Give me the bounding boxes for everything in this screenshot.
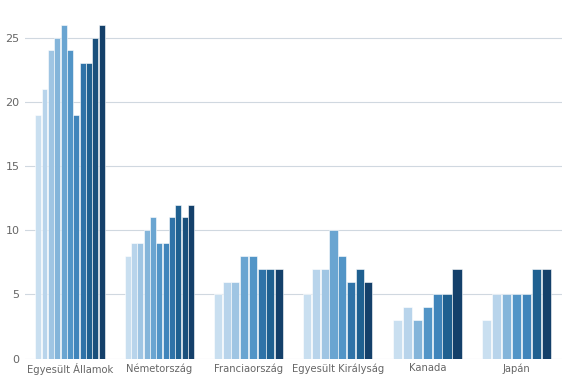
Bar bbox=[61, 25, 66, 359]
Bar bbox=[266, 269, 274, 359]
Bar bbox=[240, 256, 248, 359]
Bar bbox=[214, 295, 222, 359]
Bar bbox=[150, 218, 156, 359]
Bar bbox=[67, 51, 73, 359]
Bar bbox=[392, 320, 402, 359]
Bar bbox=[188, 205, 194, 359]
Bar bbox=[80, 63, 86, 359]
Bar bbox=[532, 269, 541, 359]
Bar bbox=[403, 307, 412, 359]
Bar bbox=[48, 51, 54, 359]
Bar bbox=[99, 25, 105, 359]
Bar bbox=[176, 205, 181, 359]
Bar bbox=[156, 243, 162, 359]
Bar bbox=[169, 218, 175, 359]
Bar bbox=[512, 295, 521, 359]
Bar bbox=[423, 307, 432, 359]
Bar bbox=[432, 295, 442, 359]
Bar bbox=[312, 269, 320, 359]
Bar bbox=[442, 295, 452, 359]
Bar bbox=[338, 256, 346, 359]
Bar bbox=[223, 282, 231, 359]
Bar bbox=[124, 256, 131, 359]
Bar bbox=[303, 295, 311, 359]
Bar bbox=[182, 218, 187, 359]
Bar bbox=[522, 295, 531, 359]
Bar bbox=[542, 269, 551, 359]
Bar bbox=[347, 282, 355, 359]
Bar bbox=[321, 269, 329, 359]
Bar bbox=[231, 282, 240, 359]
Bar bbox=[144, 230, 149, 359]
Bar bbox=[92, 38, 98, 359]
Bar bbox=[73, 115, 79, 359]
Bar bbox=[364, 282, 373, 359]
Bar bbox=[55, 38, 60, 359]
Bar bbox=[137, 243, 143, 359]
Bar bbox=[35, 115, 41, 359]
Bar bbox=[249, 256, 257, 359]
Bar bbox=[356, 269, 364, 359]
Bar bbox=[453, 269, 462, 359]
Bar bbox=[162, 243, 169, 359]
Bar bbox=[502, 295, 511, 359]
Bar bbox=[86, 63, 92, 359]
Bar bbox=[131, 243, 137, 359]
Bar bbox=[412, 320, 422, 359]
Bar bbox=[492, 295, 501, 359]
Bar bbox=[482, 320, 491, 359]
Bar bbox=[257, 269, 266, 359]
Bar bbox=[41, 89, 48, 359]
Bar bbox=[329, 230, 337, 359]
Bar bbox=[275, 269, 283, 359]
